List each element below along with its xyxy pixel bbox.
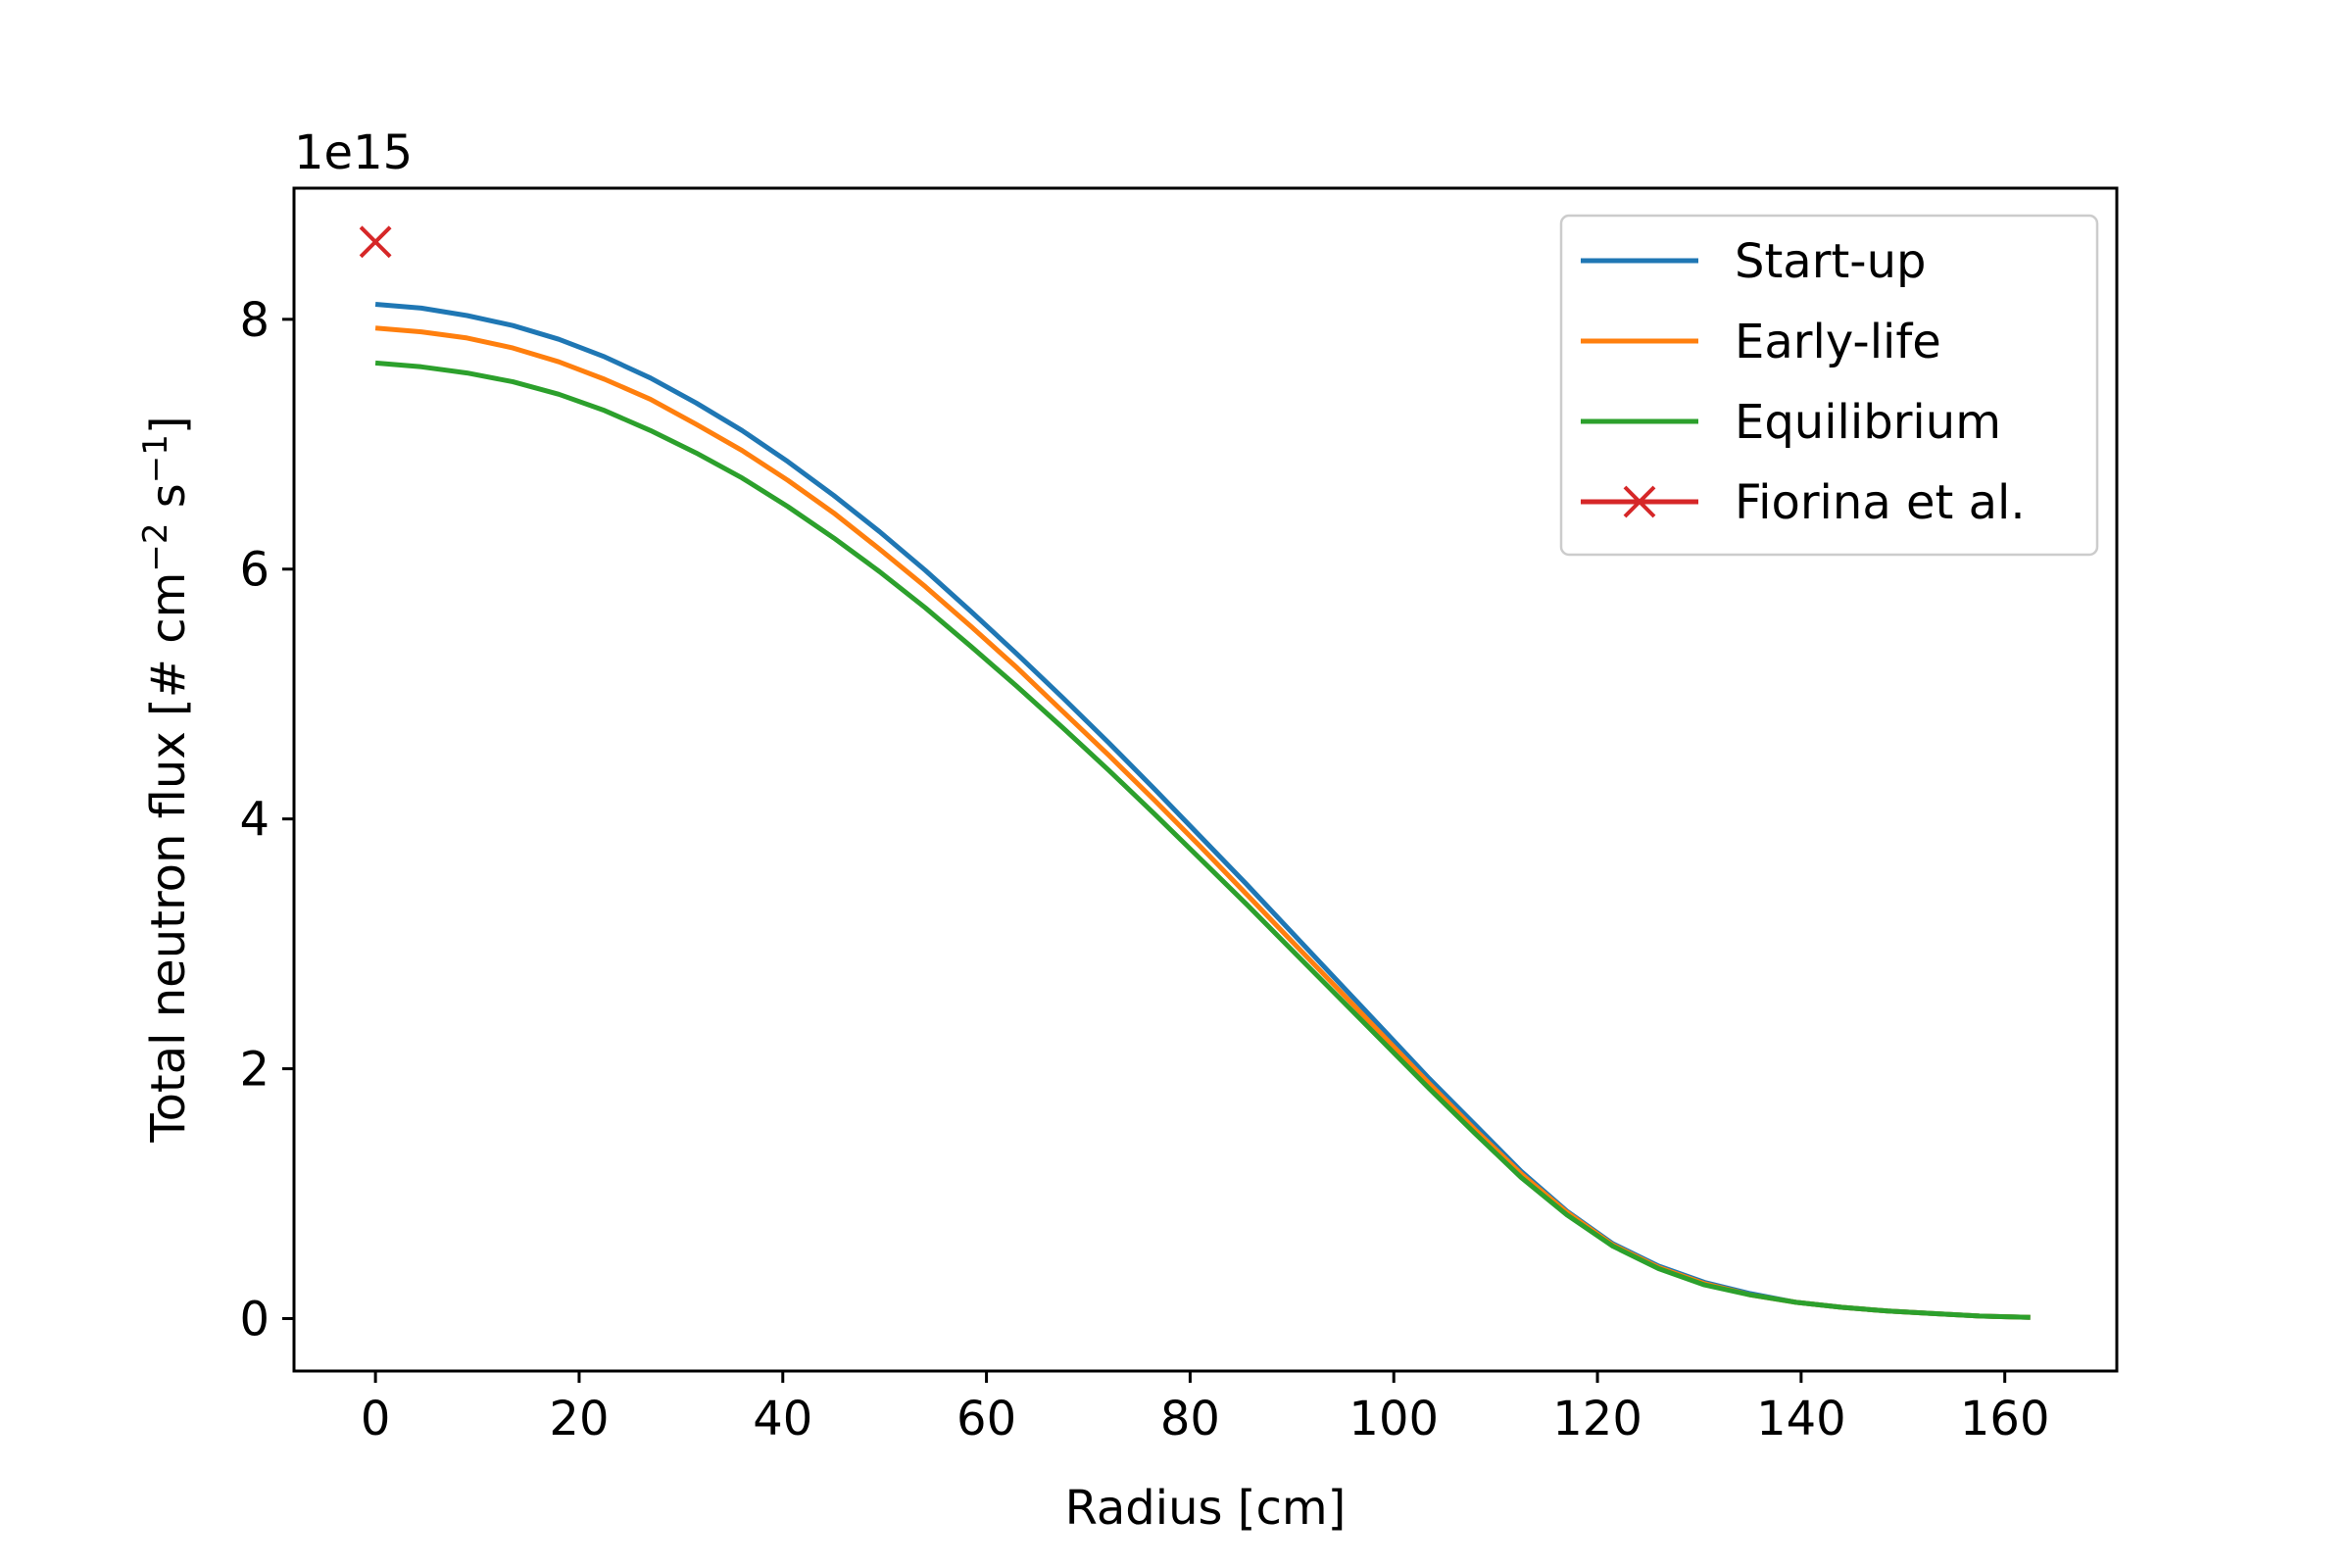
reference-marker-group: [359, 225, 392, 259]
x-tick-label: 160: [1960, 1392, 2050, 1446]
x-tick-label: 60: [956, 1392, 1016, 1446]
x-tick-label: 20: [549, 1392, 609, 1446]
reference-point-x-marker: [359, 225, 392, 259]
y-axis-label-mid: s: [141, 483, 196, 522]
y-axis-label-end: ]: [141, 416, 196, 434]
x-tick-label: 40: [753, 1392, 812, 1446]
x-axis: 0 20 40 60 80 100 120 140 160: [361, 1371, 2050, 1446]
y-axis-label-sup2: −1: [136, 434, 175, 483]
legend-label-fiorina: Fiorina et al.: [1735, 475, 2026, 530]
legend-label-earlylife: Early-life: [1735, 315, 1941, 369]
y-axis-label: Total neutron flux [# cm−2 s−1]: [136, 416, 196, 1143]
x-tick-label: 0: [361, 1392, 391, 1446]
legend-item-startup: Start-up: [1581, 234, 1926, 289]
x-tick-label: 80: [1160, 1392, 1220, 1446]
x-tick-label: 140: [1756, 1392, 1846, 1446]
x-tick-label: 120: [1552, 1392, 1642, 1446]
y-tick-label: 6: [239, 543, 270, 598]
x-axis-label: Radius [cm]: [1065, 1481, 1347, 1536]
y-axis-label-sup1: −2: [136, 523, 175, 572]
legend-item-earlylife: Early-life: [1581, 315, 1941, 369]
plot-lines: [374, 302, 2031, 1320]
legend-box: [1559, 214, 2099, 557]
x-tick-label: 100: [1348, 1392, 1439, 1446]
legend-x-marker: [1623, 485, 1656, 518]
legend-item-equilibrium: Equilibrium: [1581, 395, 2001, 450]
y-tick-label: 8: [239, 293, 270, 348]
legend: Start-up Early-life Equilibrium Fiorina …: [1559, 214, 2099, 557]
series-line-equilibrium: [374, 360, 2031, 1320]
legend-x-marker-icon: [1623, 485, 1656, 518]
y-axis: 0 2 4 6 8: [239, 293, 294, 1347]
axes-frame: [292, 186, 2119, 1373]
legend-item-fiorina: Fiorina et al.: [1581, 475, 2026, 530]
legend-label-equilibrium: Equilibrium: [1735, 395, 2001, 450]
y-tick-label: 2: [239, 1043, 270, 1098]
y-tick-label: 0: [239, 1292, 270, 1347]
legend-label-startup: Start-up: [1735, 234, 1926, 289]
y-offset-text: 1e15: [294, 125, 413, 180]
y-axis-label-main: Total neutron flux [# cm: [141, 572, 196, 1144]
y-tick-label: 4: [239, 793, 270, 848]
